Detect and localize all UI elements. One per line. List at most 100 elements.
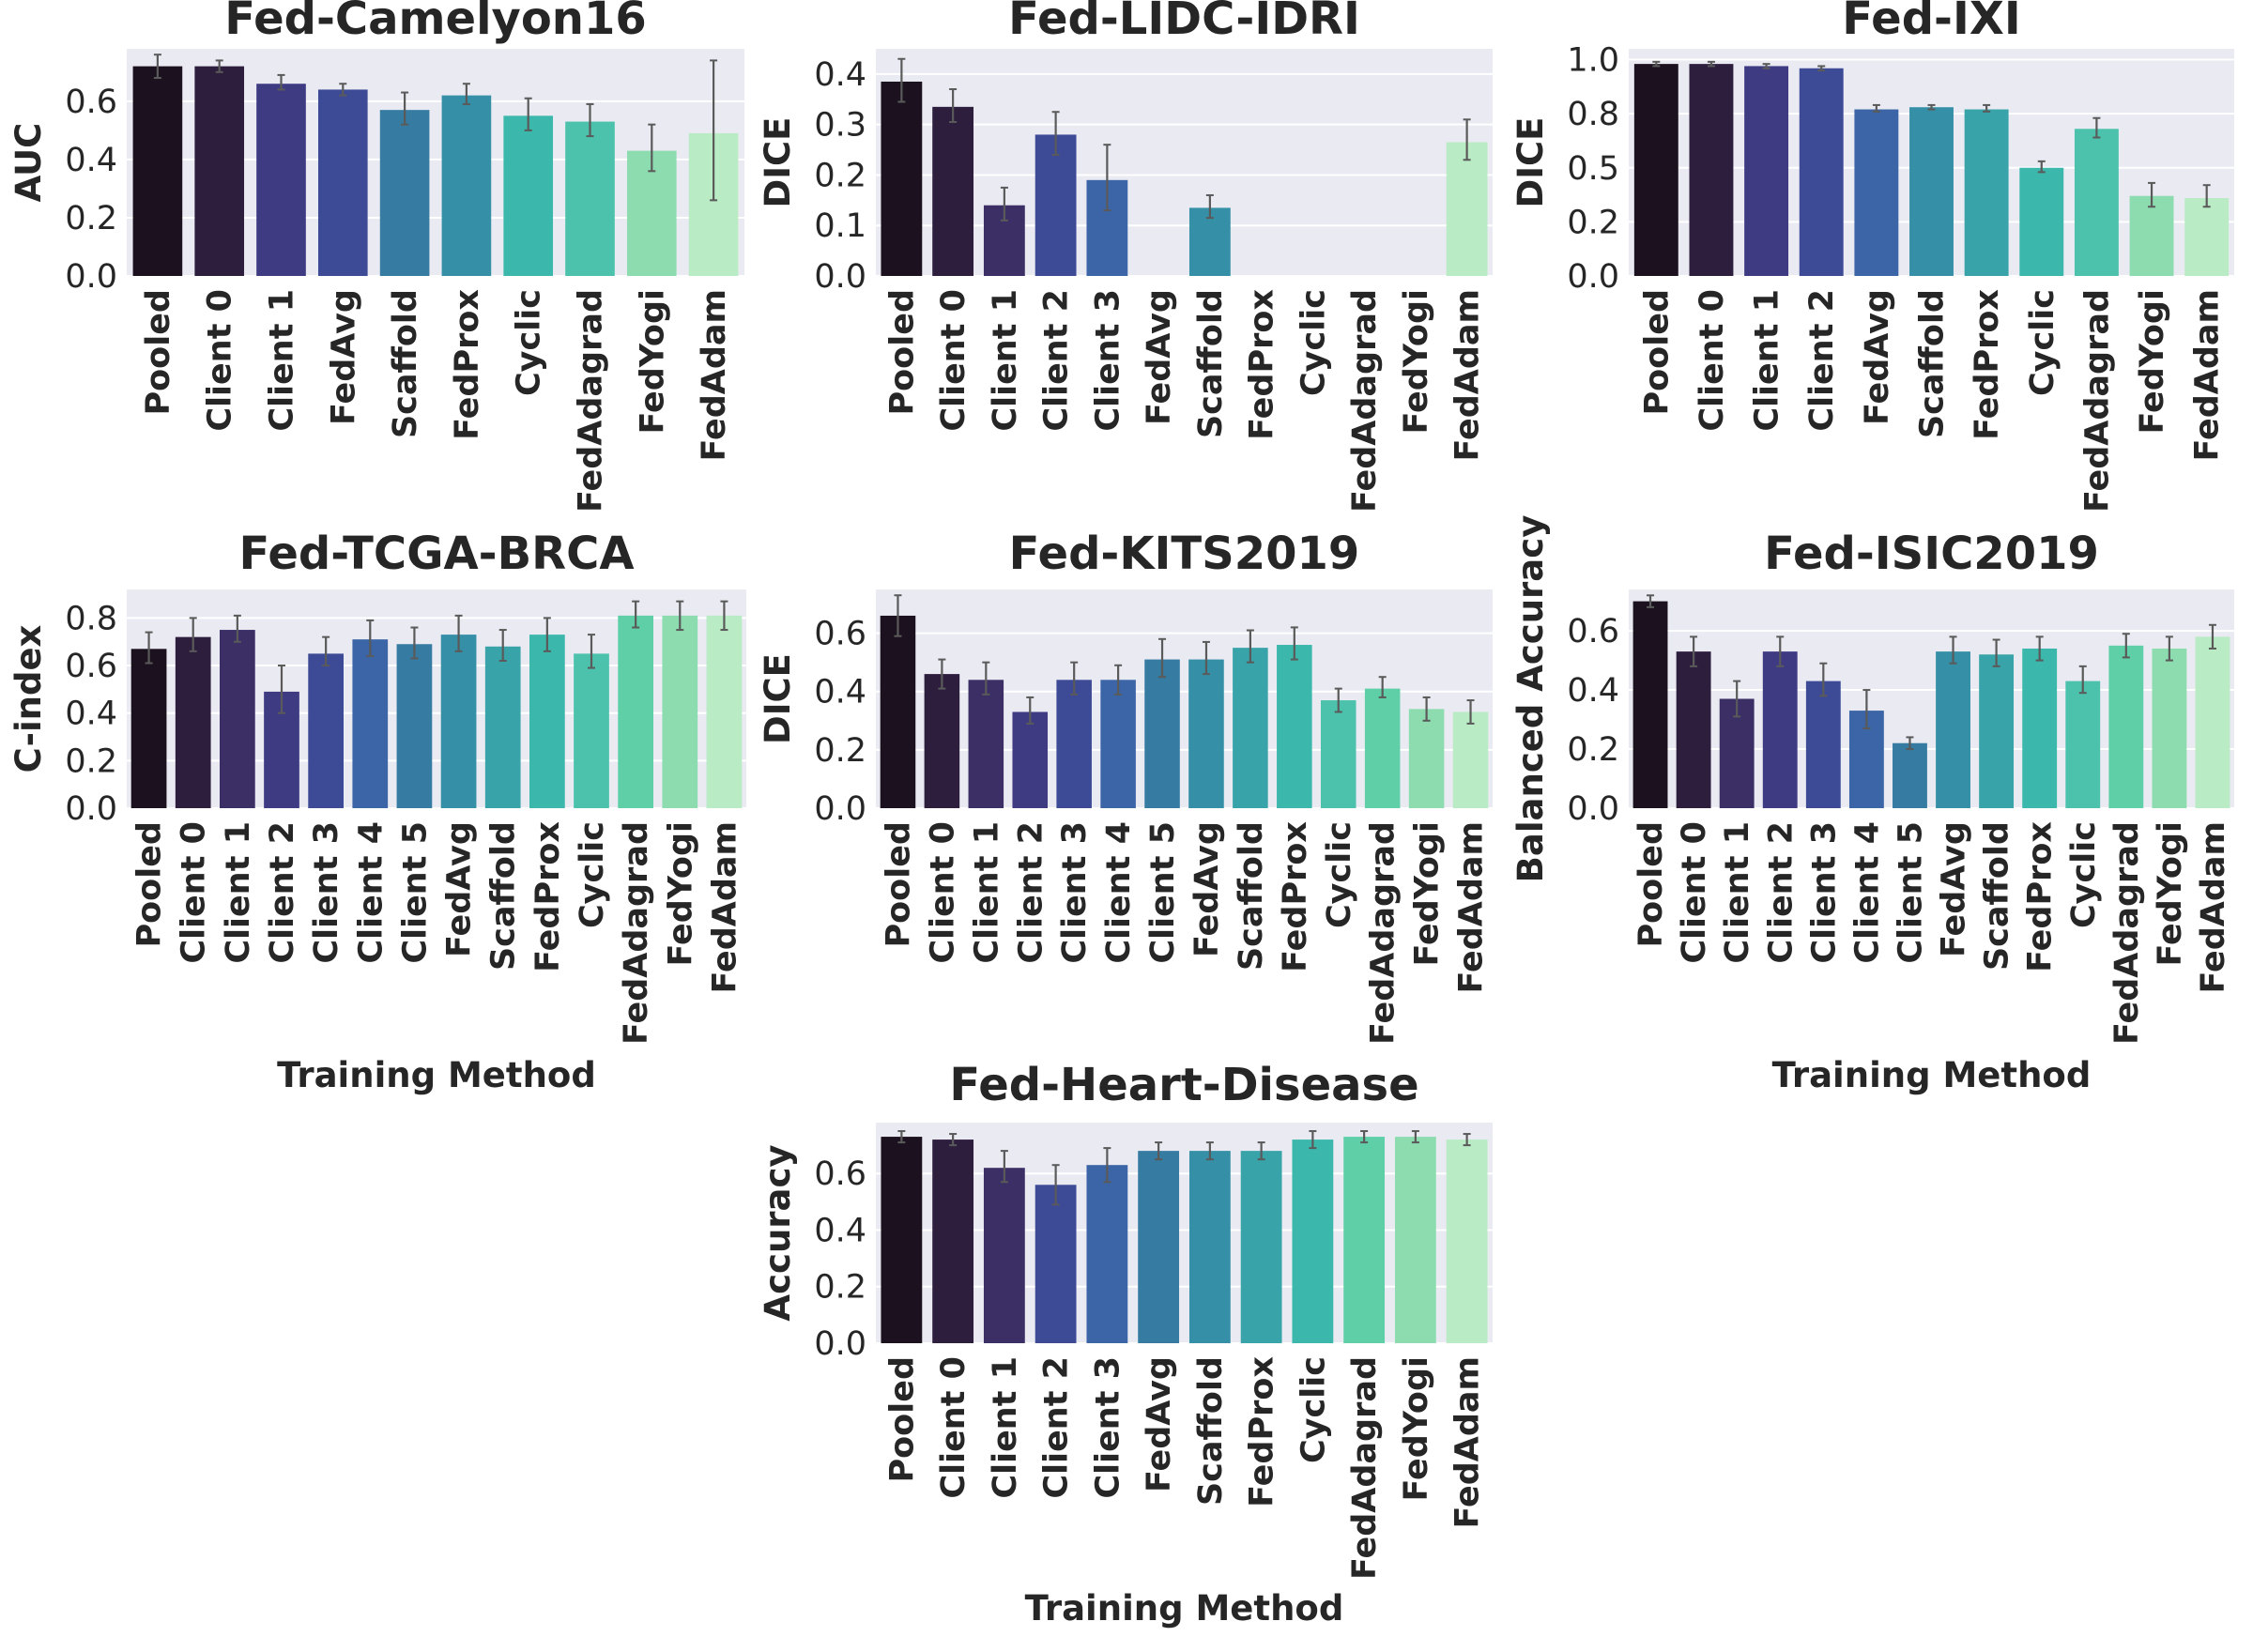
bar: [379, 110, 430, 277]
bar: [1292, 1140, 1334, 1343]
bar: [1233, 648, 1268, 808]
bar: [574, 653, 609, 808]
x-tick-label: FedAdam: [2189, 289, 2227, 462]
bar: [1446, 1140, 1488, 1343]
x-tick-label: FedAvg: [441, 821, 479, 957]
chart-title: Fed-KITS2019: [1009, 528, 1360, 580]
chart-panel: 0.0 0.2 0.4 0.6 0.8 Fed-TCGA-BRCA C-index Poole…: [8, 528, 746, 1095]
bar: [932, 1140, 974, 1343]
bar: [1188, 207, 1231, 276]
bar: [1408, 709, 1445, 808]
x-tick-label: FedAdagrad: [1346, 289, 1384, 512]
x-tick-label: Client 1: [220, 821, 257, 964]
bar: [1632, 601, 1668, 808]
x-tick-label: Client 3: [1089, 289, 1126, 432]
chart-title: Fed-LIDC-IDRI: [1008, 0, 1360, 45]
y-tick-label: 0.2: [1567, 204, 1619, 241]
x-tick-label: Client 4: [1848, 821, 1886, 964]
bar: [1394, 1137, 1436, 1343]
bar: [1676, 651, 1711, 808]
x-tick-label: Client 2: [1762, 821, 1800, 964]
bar: [1762, 651, 1798, 808]
bar: [2184, 198, 2230, 276]
bar: [1188, 1151, 1231, 1343]
bar: [2065, 681, 2101, 808]
x-tick-label: FedAdagrad: [2108, 821, 2146, 1045]
x-tick-label: Cyclic: [1295, 1356, 1332, 1463]
x-tick-label: FedProx: [449, 289, 486, 440]
y-tick-label: 0.2: [814, 1269, 866, 1307]
bar: [130, 649, 167, 808]
bar: [1188, 659, 1224, 808]
x-tick-label: FedAdam: [1449, 1356, 1487, 1529]
x-tick-label: Client 0: [935, 1356, 973, 1499]
chart-title: Fed-Camelyon16: [224, 0, 647, 45]
x-tick-label: FedAdam: [1453, 821, 1491, 994]
bar: [968, 680, 1004, 808]
x-tick-label: FedProx: [1969, 289, 2006, 440]
x-tick-label: FedAvg: [325, 289, 362, 425]
bar: [175, 636, 211, 808]
x-tick-label: Client 0: [202, 289, 239, 432]
x-tick-label: FedProx: [529, 821, 567, 972]
bar: [1689, 64, 1734, 276]
y-tick-label: 0.0: [814, 790, 866, 828]
bar: [2195, 636, 2230, 808]
y-tick-label: 0.4: [814, 1212, 866, 1249]
y-tick-label: 0.4: [814, 56, 866, 94]
chart-title: Fed-TCGA-BRCA: [239, 528, 635, 580]
x-tick-label: Scaffold: [1979, 821, 2016, 971]
bar: [1805, 681, 1841, 808]
plot-background: [876, 49, 1493, 276]
bar: [308, 653, 344, 808]
x-tick-label: Pooled: [131, 821, 169, 948]
y-axis-label: AUC: [8, 123, 49, 203]
bar: [881, 1137, 923, 1343]
y-tick-label: 0.4: [65, 142, 117, 179]
x-tick-label: Client 0: [176, 821, 213, 964]
x-tick-label: Client 3: [1089, 1356, 1126, 1499]
x-tick-label: Client 0: [1676, 821, 1713, 964]
x-tick-label: Cyclic: [2024, 289, 2061, 396]
y-tick-label: 0.5: [1567, 150, 1619, 188]
x-tick-label: Client 5: [1892, 821, 1929, 964]
x-tick-label: Cyclic: [2065, 821, 2103, 928]
bar: [924, 674, 960, 808]
x-tick-label: FedYogi: [662, 821, 699, 967]
x-tick-label: FedAdagrad: [618, 821, 655, 1045]
y-tick-label: 0.4: [1567, 672, 1619, 710]
x-tick-label: Client 2: [1038, 1356, 1076, 1499]
bar: [1012, 711, 1049, 808]
bar: [1744, 66, 1789, 276]
bar: [1144, 659, 1180, 808]
bar: [1893, 742, 1927, 808]
x-tick-label: FedProx: [1244, 289, 1281, 440]
x-tick-label: Client 1: [264, 289, 301, 432]
bar: [256, 84, 306, 276]
x-tick-label: FedYogi: [2134, 289, 2171, 435]
x-tick-label: Scaffold: [1192, 289, 1230, 438]
bar: [1909, 107, 1954, 276]
x-tick-label: FedAdam: [2195, 821, 2232, 994]
bar: [1240, 1151, 1282, 1343]
y-tick-label: 0.6: [65, 84, 117, 121]
y-axis-label: DICE: [758, 117, 798, 208]
bar: [352, 639, 389, 808]
bar: [1446, 142, 1488, 276]
x-tick-label: FedYogi: [2152, 821, 2189, 967]
y-tick-label: 0.2: [65, 742, 117, 780]
y-tick-label: 0.2: [65, 200, 117, 237]
bar: [503, 115, 554, 276]
bar: [1035, 134, 1077, 276]
bar: [1364, 688, 1401, 808]
plot-background: [876, 1123, 1493, 1343]
x-axis-label: Training Method: [1772, 1055, 2092, 1095]
x-axis-label: Training Method: [1025, 1588, 1344, 1629]
x-tick-label: Cyclic: [511, 289, 548, 396]
x-tick-label: Client 0: [935, 289, 973, 432]
x-tick-label: Cyclic: [1321, 821, 1358, 928]
y-tick-label: 0.6: [1567, 613, 1619, 650]
x-tick-label: Client 3: [1805, 821, 1843, 964]
bar: [396, 644, 433, 808]
